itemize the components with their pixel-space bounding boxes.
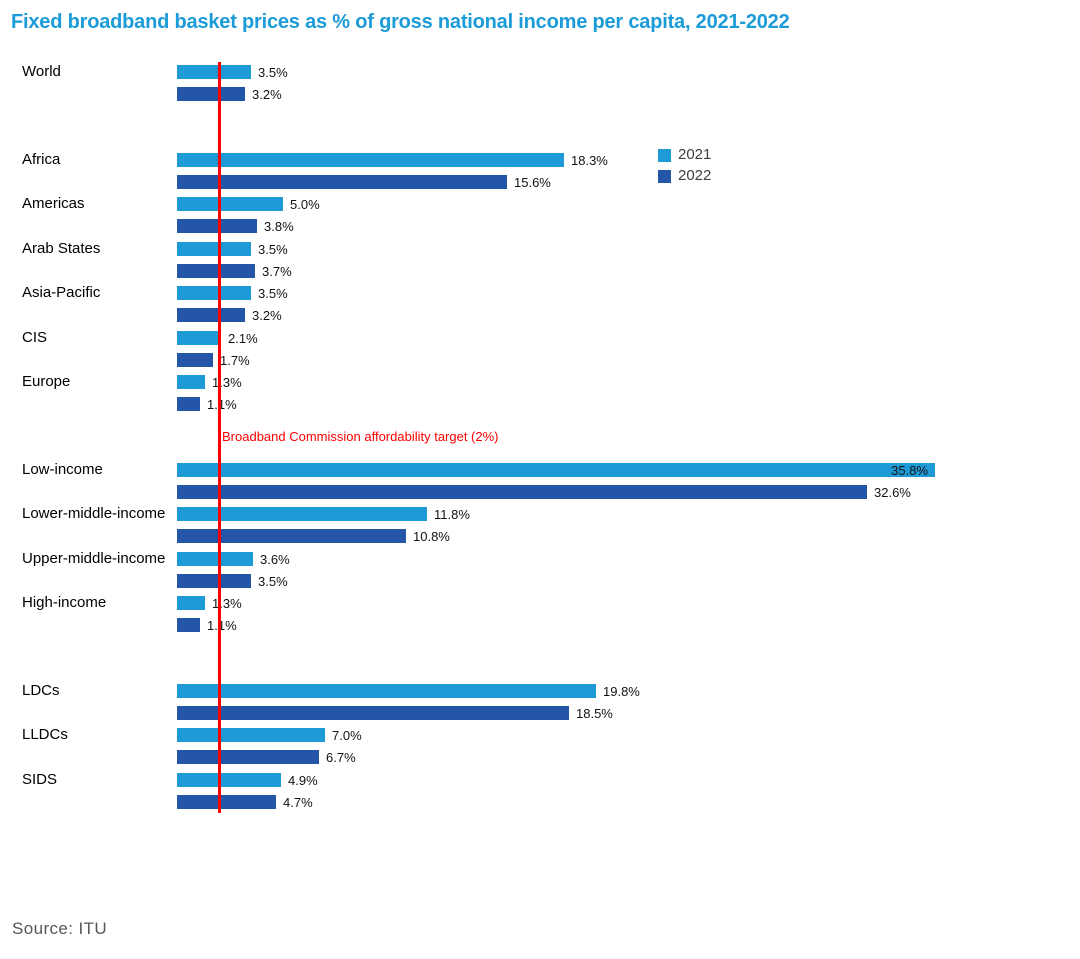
bar-2022-arab-states bbox=[177, 264, 255, 278]
bar-2022-europe bbox=[177, 397, 200, 411]
value-label-2021-world: 3.5% bbox=[258, 65, 288, 80]
value-label-2022-low-income: 32.6% bbox=[874, 485, 911, 500]
bar-2021-ldcs bbox=[177, 684, 596, 698]
value-label-2022-lldcs: 6.7% bbox=[326, 750, 356, 765]
legend: 2021 2022 bbox=[658, 146, 712, 190]
value-label-2021-sids: 4.9% bbox=[288, 773, 318, 788]
value-label-2021-americas: 5.0% bbox=[290, 197, 320, 212]
bar-2021-low-income bbox=[177, 463, 935, 477]
bar-2022-high-income bbox=[177, 618, 200, 632]
value-label-2022-high-income: 1.1% bbox=[207, 618, 237, 633]
category-label-high-income: High-income bbox=[22, 594, 107, 611]
legend-label-2022: 2022 bbox=[678, 167, 712, 184]
value-label-2021-asia-pacific: 3.5% bbox=[258, 286, 288, 301]
affordability-target-line bbox=[218, 62, 221, 813]
value-label-2021-low-income: 35.8% bbox=[891, 463, 928, 478]
bar-2022-cis bbox=[177, 353, 213, 367]
value-label-2022-arab-states: 3.7% bbox=[262, 264, 292, 279]
legend-label-2021: 2021 bbox=[678, 146, 712, 163]
category-label-africa: Africa bbox=[22, 151, 61, 168]
value-label-2022-asia-pacific: 3.2% bbox=[252, 308, 282, 323]
value-label-2022-americas: 3.8% bbox=[264, 219, 294, 234]
affordability-target-label: Broadband Commission affordability targe… bbox=[222, 429, 499, 444]
value-label-2021-africa: 18.3% bbox=[571, 153, 608, 168]
bar-2021-africa bbox=[177, 153, 564, 167]
bar-2021-high-income bbox=[177, 596, 205, 610]
bar-2022-americas bbox=[177, 219, 257, 233]
category-label-lldcs: LLDCs bbox=[22, 726, 68, 743]
chart-title: Fixed broadband basket prices as % of gr… bbox=[11, 11, 790, 33]
category-label-asia-pacific: Asia-Pacific bbox=[22, 284, 101, 301]
bar-2022-low-income bbox=[177, 485, 867, 499]
value-label-2021-upper-middle-income: 3.6% bbox=[260, 552, 290, 567]
value-label-2022-africa: 15.6% bbox=[514, 175, 551, 190]
category-label-world: World bbox=[22, 63, 61, 80]
value-label-2022-lower-middle-income: 10.8% bbox=[413, 529, 450, 544]
value-label-2021-lower-middle-income: 11.8% bbox=[434, 507, 470, 522]
bar-2021-lower-middle-income bbox=[177, 507, 427, 521]
bar-2022-africa bbox=[177, 175, 507, 189]
category-label-arab-states: Arab States bbox=[22, 240, 101, 257]
value-label-2022-europe: 1.1% bbox=[207, 397, 237, 412]
legend-item-2022: 2022 bbox=[658, 167, 712, 184]
category-label-lower-middle-income: Lower-middle-income bbox=[22, 505, 166, 522]
value-label-2022-upper-middle-income: 3.5% bbox=[258, 574, 288, 589]
category-label-americas: Americas bbox=[22, 195, 85, 212]
value-label-2022-sids: 4.7% bbox=[283, 795, 313, 810]
source-credit: Source: ITU bbox=[12, 919, 108, 938]
bar-2021-arab-states bbox=[177, 242, 251, 256]
bar-2022-world bbox=[177, 87, 245, 101]
legend-item-2021: 2021 bbox=[658, 146, 712, 163]
bar-2022-sids bbox=[177, 795, 276, 809]
bar-2022-upper-middle-income bbox=[177, 574, 251, 588]
value-label-2021-lldcs: 7.0% bbox=[332, 728, 362, 743]
category-label-sids: SIDS bbox=[22, 771, 58, 788]
category-label-low-income: Low-income bbox=[22, 461, 103, 478]
bar-2021-sids bbox=[177, 773, 281, 787]
bar-2021-europe bbox=[177, 375, 205, 389]
value-label-2021-cis: 2.1% bbox=[228, 331, 258, 346]
value-label-2021-high-income: 1.3% bbox=[212, 596, 242, 611]
category-label-cis: CIS bbox=[22, 329, 48, 346]
bar-2021-cis bbox=[177, 331, 221, 345]
category-label-ldcs: LDCs bbox=[22, 682, 60, 699]
category-label-upper-middle-income: Upper-middle-income bbox=[22, 550, 166, 567]
value-label-2021-ldcs: 19.8% bbox=[603, 684, 640, 699]
value-label-2021-europe: 1.3% bbox=[212, 375, 242, 390]
bar-2021-lldcs bbox=[177, 728, 325, 742]
bar-2022-asia-pacific bbox=[177, 308, 245, 322]
bar-2021-americas bbox=[177, 197, 283, 211]
bar-2022-ldcs bbox=[177, 706, 569, 720]
category-label-europe: Europe bbox=[22, 373, 71, 390]
legend-swatch-2021 bbox=[658, 148, 671, 162]
value-label-2022-world: 3.2% bbox=[252, 87, 282, 102]
bar-2022-lower-middle-income bbox=[177, 529, 406, 543]
legend-swatch-2022 bbox=[658, 169, 671, 183]
value-label-2022-cis: 1.7% bbox=[220, 353, 250, 368]
bar-2022-lldcs bbox=[177, 750, 319, 764]
bar-2021-world bbox=[177, 65, 251, 79]
bar-2021-upper-middle-income bbox=[177, 552, 253, 566]
value-label-2022-ldcs: 18.5% bbox=[576, 706, 613, 721]
bar-2021-asia-pacific bbox=[177, 286, 251, 300]
value-label-2021-arab-states: 3.5% bbox=[258, 242, 288, 257]
